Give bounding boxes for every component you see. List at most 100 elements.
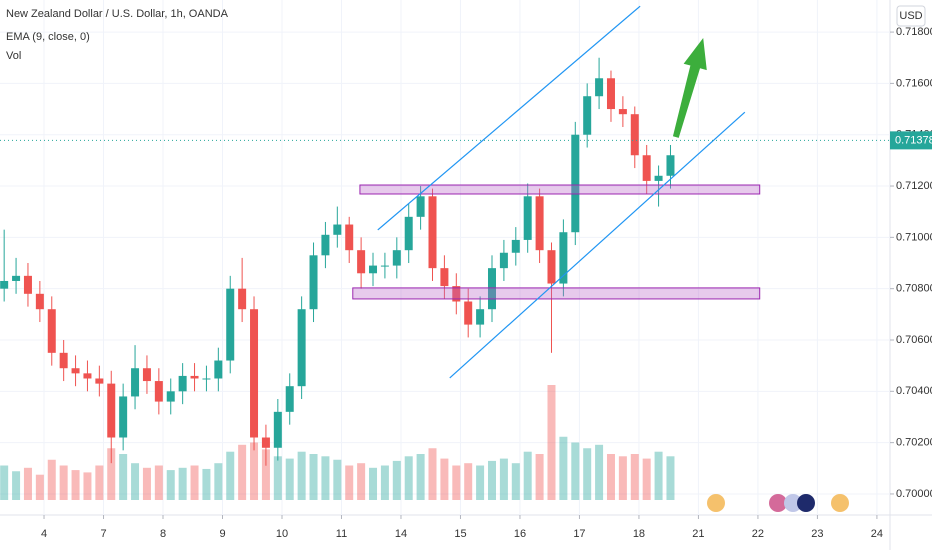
- candle-body: [142, 368, 151, 382]
- candle-body: [440, 268, 449, 287]
- volume-bar: [226, 451, 235, 500]
- x-tick-label: 9: [219, 528, 225, 540]
- candle-body: [131, 368, 140, 397]
- y-tick-label: 0.70000: [896, 488, 932, 500]
- volume-bar: [416, 454, 425, 500]
- volume-bar: [190, 465, 199, 500]
- volume-bar: [464, 463, 473, 500]
- candle-body: [12, 275, 21, 281]
- y-tick-label: 0.70200: [896, 437, 932, 449]
- candle-body: [154, 381, 163, 402]
- zone: [352, 287, 761, 300]
- candle-body: [357, 250, 366, 274]
- volume-bar: [285, 458, 294, 500]
- candle-body: [464, 301, 473, 325]
- volume-bar: [369, 467, 378, 500]
- candle-body: [23, 275, 32, 294]
- candle-body: [226, 288, 235, 361]
- volume-bar: [71, 470, 80, 500]
- candle-body: [71, 368, 80, 374]
- x-tick-label: 16: [514, 528, 526, 540]
- candle-body: [428, 196, 437, 269]
- y-tick-label: 0.71000: [896, 231, 932, 243]
- candle-body: [238, 288, 247, 310]
- volume-bar: [154, 465, 163, 500]
- volume-bar: [309, 454, 318, 500]
- volume-bar: [630, 454, 639, 500]
- volume-bar: [428, 448, 437, 500]
- candle-body: [59, 352, 68, 369]
- event-icon: [831, 494, 849, 512]
- arrow: [672, 37, 707, 138]
- volume-bar: [107, 448, 116, 500]
- axes: 0.70000 0.70200 0.70400 0.70600 0.70800 0.710…: [41, 26, 932, 540]
- candle-body: [119, 396, 128, 438]
- currency-button[interactable]: [896, 5, 926, 27]
- candle-body: [35, 293, 44, 310]
- volume-bar: [273, 456, 282, 500]
- candle-body: [606, 78, 615, 110]
- candle-body: [0, 280, 9, 289]
- x-tick-label: 15: [454, 528, 466, 540]
- volume-bar: [595, 444, 604, 500]
- x-tick-label: 17: [573, 528, 585, 540]
- x-tick-label: 7: [100, 528, 106, 540]
- candle-body: [333, 224, 342, 235]
- candle-body: [642, 155, 651, 181]
- y-tick-label: 0.71200: [896, 180, 932, 192]
- x-tick-label: 23: [811, 528, 823, 540]
- indicator-label: Vol: [6, 50, 21, 62]
- candle-body: [571, 134, 580, 233]
- volume-bar: [202, 468, 211, 500]
- volume-bar: [559, 436, 568, 500]
- volume-bar: [547, 385, 556, 500]
- candle-body: [309, 255, 318, 310]
- x-tick-label: 4: [41, 528, 47, 540]
- x-tick-label: 22: [752, 528, 764, 540]
- volume-bar: [0, 465, 9, 500]
- candle-body: [487, 268, 496, 310]
- volume-bar: [261, 449, 270, 500]
- volume-bar: [142, 467, 151, 500]
- volume-bar: [404, 456, 413, 500]
- candle-body: [83, 373, 92, 379]
- volume-bar: [119, 454, 128, 500]
- volume-bar: [166, 470, 175, 500]
- last-price-box: [890, 131, 932, 150]
- volume-bar: [499, 458, 508, 500]
- candle-body: [214, 360, 223, 379]
- x-tick-label: 18: [633, 528, 645, 540]
- volume-bar: [357, 463, 366, 500]
- candle-body: [630, 114, 639, 156]
- volume-bar: [666, 456, 675, 500]
- candle-body: [666, 155, 675, 176]
- event-icon: [797, 494, 815, 512]
- legend: New Zealand Dollar / U.S. Dollar, 1h, OA…: [6, 8, 229, 62]
- candle-body: [547, 250, 556, 284]
- candle-body: [535, 196, 544, 251]
- volume-bar: [654, 451, 663, 500]
- event-icon: [784, 494, 802, 512]
- volume-bar: [250, 442, 259, 500]
- volume-bar: [35, 474, 44, 500]
- volume-bar: [392, 460, 401, 500]
- candle-body: [107, 383, 116, 438]
- volume-bar: [511, 463, 520, 500]
- volume-bar: [131, 463, 140, 500]
- volume-bar: [345, 465, 354, 500]
- candle-body: [166, 391, 175, 402]
- volume-bar: [487, 460, 496, 500]
- candle-body: [392, 250, 401, 266]
- y-tick-label: 0.71600: [896, 77, 932, 89]
- candle-body: [380, 265, 389, 267]
- zone: [359, 184, 761, 195]
- x-tick-label: 24: [871, 528, 883, 540]
- y-tick-label: 0.70800: [896, 283, 932, 295]
- candle-body: [559, 232, 568, 284]
- candle-body: [499, 252, 508, 269]
- volume-bar: [178, 467, 187, 500]
- candle-body: [583, 96, 592, 135]
- candle-body: [654, 175, 663, 181]
- last-price-label: 0.71378: [895, 134, 932, 146]
